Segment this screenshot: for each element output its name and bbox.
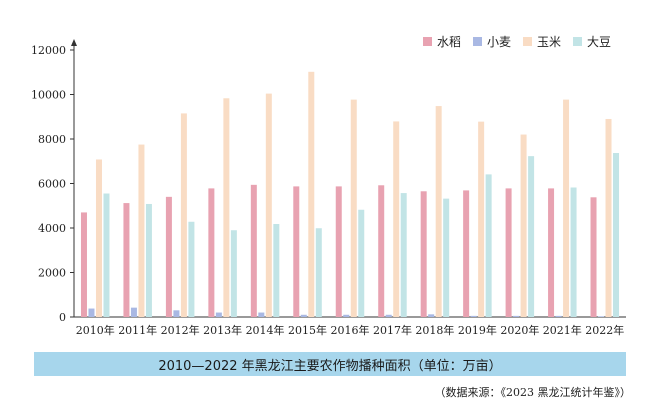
- bar-大豆-2017年: [400, 193, 407, 317]
- x-axis: 2010年 2011年 2012年 2013年 2014年 2015年 2016年 2017年…: [74, 316, 626, 337]
- legend-label: 水稻: [437, 35, 461, 49]
- bar-玉米-2010年: [95, 159, 102, 317]
- bar-小麦-2020年: [513, 315, 520, 317]
- bar-水稻-2012年: [165, 196, 172, 317]
- x-tick-label: 2019年: [458, 323, 497, 337]
- bar-水稻-2018年: [420, 191, 427, 317]
- chart-caption-text: 2010—2022 年黑龙江主要农作物播种面积（单位：万亩）: [158, 358, 502, 374]
- legend-label: 大豆: [587, 35, 611, 49]
- legend-swatch: [473, 37, 482, 46]
- bar-玉米-2011年: [138, 144, 145, 317]
- x-tick-label: 2013年: [203, 323, 242, 337]
- bar-水稻-2015年: [293, 186, 300, 317]
- bar-大豆-2015年: [315, 228, 322, 317]
- bar-玉米-2021年: [563, 99, 570, 318]
- x-tick-label: 2021年: [543, 323, 582, 337]
- x-tick-label: 2016年: [331, 323, 370, 337]
- y-tick-label: 4000: [38, 222, 66, 235]
- y-tick-label: 12000: [31, 44, 66, 57]
- bar-大豆-2014年: [273, 223, 280, 317]
- bar-水稻-2021年: [548, 188, 555, 317]
- y-tick-label: 0: [59, 311, 66, 324]
- bar-大豆-2018年: [443, 198, 450, 317]
- bar-小麦-2019年: [470, 315, 477, 317]
- bar-小麦-2021年: [555, 315, 562, 317]
- legend: 水稻 小麦 玉米 大豆: [423, 35, 611, 49]
- legend-label: 小麦: [487, 35, 511, 49]
- x-tick-label: 2022年: [585, 323, 624, 337]
- bars: [80, 71, 620, 318]
- bar-小麦-2016年: [343, 314, 350, 317]
- legend-swatch: [423, 37, 432, 46]
- bar-大豆-2021年: [570, 187, 577, 317]
- bar-小麦-2011年: [130, 307, 137, 317]
- x-tick-label: 2010年: [76, 323, 115, 337]
- bar-小麦-2018年: [428, 314, 435, 317]
- bar-玉米-2014年: [265, 93, 272, 317]
- bar-小麦-2013年: [215, 312, 222, 317]
- y-tick-label: 2000: [38, 267, 66, 280]
- bar-小麦-2022年: [598, 316, 605, 317]
- x-tick-label: 2011年: [118, 323, 157, 337]
- legend-label: 玉米: [537, 35, 561, 49]
- x-tick-label: 2020年: [500, 323, 539, 337]
- bar-大豆-2019年: [485, 174, 492, 317]
- bar-水稻-2016年: [335, 186, 342, 317]
- y-tick-label: 8000: [38, 133, 66, 146]
- bar-玉米-2015年: [308, 71, 315, 318]
- bar-水稻-2014年: [250, 184, 257, 317]
- bar-水稻-2011年: [123, 203, 130, 317]
- y-axis: 0 2000 4000 6000 8000 10000 12000: [31, 39, 77, 324]
- bar-玉米-2013年: [223, 98, 230, 317]
- bar-玉米-2012年: [180, 113, 187, 317]
- bar-大豆-2022年: [613, 153, 620, 317]
- bar-小麦-2010年: [88, 308, 95, 317]
- bar-小麦-2017年: [385, 314, 392, 317]
- bar-玉米-2018年: [435, 106, 442, 317]
- bar-玉米-2019年: [478, 121, 485, 318]
- bar-大豆-2013年: [230, 230, 237, 317]
- x-tick-label: 2018年: [415, 323, 454, 337]
- y-axis-arrow: [71, 39, 77, 46]
- bar-大豆-2020年: [528, 156, 535, 317]
- x-tick-label: 2015年: [288, 323, 327, 337]
- legend-swatch: [523, 37, 532, 46]
- bar-水稻-2022年: [590, 197, 597, 317]
- bar-水稻-2019年: [463, 190, 470, 317]
- legend-swatch: [573, 37, 582, 46]
- bar-玉米-2020年: [520, 134, 527, 317]
- x-tick-label: 2017年: [373, 323, 412, 337]
- bar-大豆-2012年: [188, 221, 195, 317]
- bar-大豆-2011年: [145, 203, 152, 317]
- bar-小麦-2014年: [258, 312, 265, 317]
- bar-玉米-2017年: [393, 121, 400, 317]
- bar-水稻-2013年: [208, 188, 215, 317]
- bar-水稻-2010年: [80, 212, 87, 317]
- bar-玉米-2016年: [350, 99, 357, 318]
- bar-水稻-2020年: [505, 188, 512, 317]
- bar-小麦-2015年: [300, 314, 307, 317]
- bar-大豆-2016年: [358, 209, 365, 317]
- bar-水稻-2017年: [378, 185, 385, 317]
- source-note: （数据来源：《2023 黑龙江统计年鉴》）: [434, 386, 632, 399]
- chart-caption: 2010—2022 年黑龙江主要农作物播种面积（单位：万亩）: [34, 352, 626, 376]
- x-tick-label: 2014年: [246, 323, 285, 337]
- y-tick-label: 10000: [31, 89, 66, 102]
- bar-大豆-2010年: [103, 193, 110, 317]
- x-tick-label: 2012年: [161, 323, 200, 337]
- bar-小麦-2012年: [173, 310, 180, 317]
- y-tick-label: 6000: [38, 178, 66, 191]
- bar-玉米-2022年: [605, 118, 612, 317]
